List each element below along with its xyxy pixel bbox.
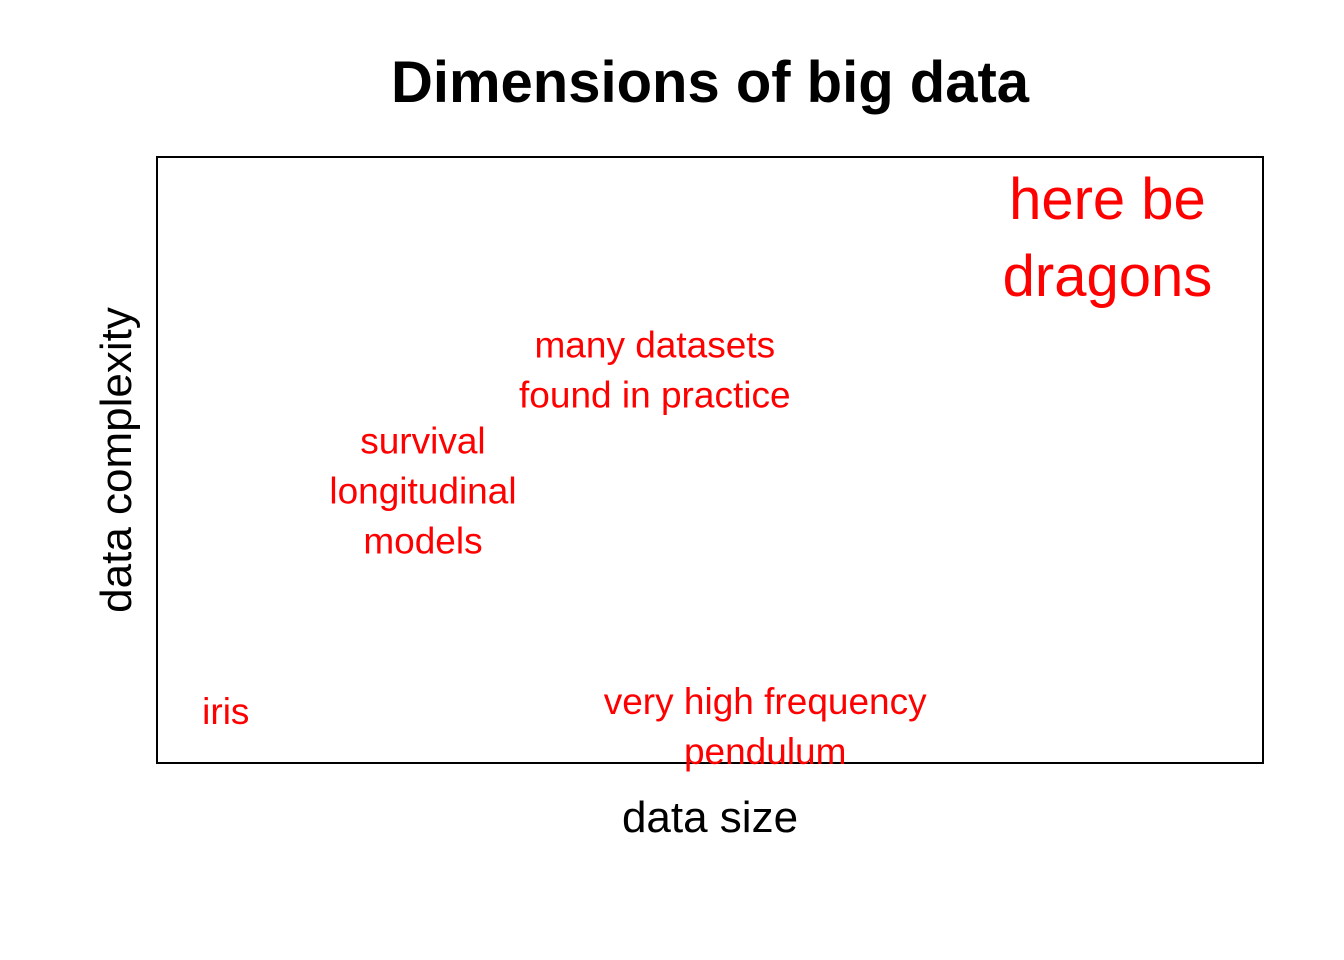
- annotation-label: here be dragons: [1003, 167, 1213, 309]
- y-axis-label: data complexity: [92, 307, 141, 613]
- annotation-label: very high frequency pendulum: [604, 681, 927, 772]
- plot-frame: [156, 156, 1264, 764]
- annotation-layer: iris very high frequency pendulum survival l…: [202, 167, 1212, 772]
- annotation-line: longitudinal: [329, 471, 516, 512]
- chart-title: Dimensions of big data: [391, 50, 1030, 115]
- annotation-label: survival longitudinal models: [329, 421, 516, 562]
- annotation-label: iris: [202, 691, 249, 732]
- annotation-line: models: [363, 521, 482, 562]
- annotation-line: pendulum: [684, 731, 847, 772]
- annotation-label: many datasets found in practice: [519, 325, 791, 416]
- annotation-line: found in practice: [519, 375, 791, 416]
- annotation-line: survival: [360, 421, 485, 462]
- annotation-line: dragons: [1003, 244, 1213, 309]
- annotation-line: many datasets: [534, 325, 775, 366]
- x-axis-label: data size: [622, 793, 798, 842]
- annotation-line: very high frequency: [604, 681, 927, 722]
- annotation-line: here be: [1009, 167, 1206, 232]
- annotation-line: iris: [202, 691, 249, 732]
